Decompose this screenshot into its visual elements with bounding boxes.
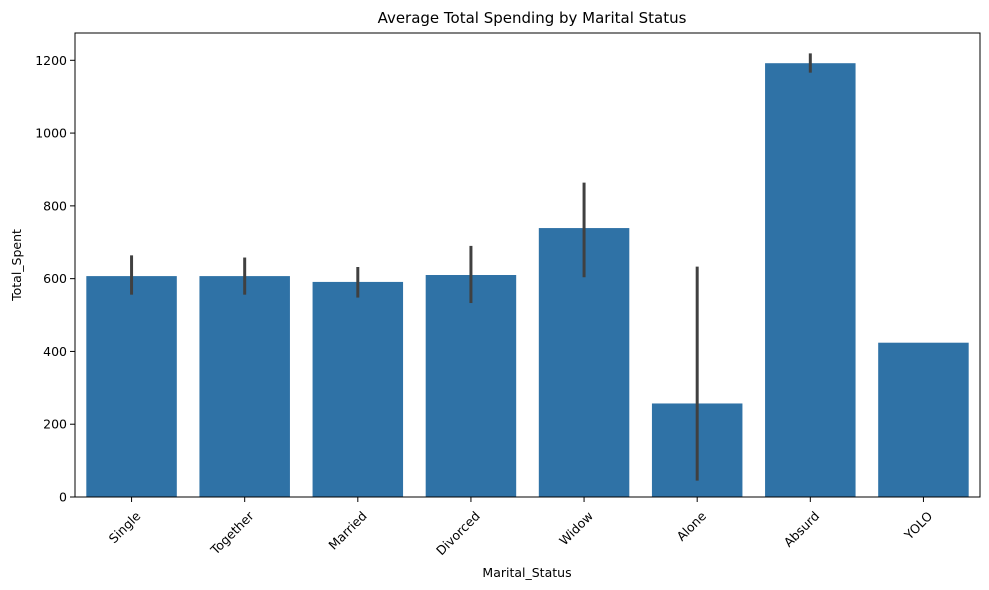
y-tick-label: 1000 [35, 126, 67, 141]
bar-married [312, 281, 404, 497]
bar-divorced [425, 275, 517, 497]
x-tick-label: Absurd [781, 508, 823, 550]
chart-title: Average Total Spending by Marital Status [378, 9, 687, 27]
x-tick-label: Married [325, 508, 369, 552]
y-axis-label: Total_Spent [9, 229, 24, 302]
y-tick-label: 600 [43, 271, 67, 286]
y-tick-label: 1200 [35, 53, 67, 68]
bar-together [199, 276, 290, 497]
bar-absurd [765, 63, 856, 497]
x-tick-label: Widow [556, 508, 596, 548]
x-tick-label: Single [106, 508, 144, 546]
y-tick-label: 800 [43, 198, 67, 213]
bars [86, 63, 969, 498]
error-bars [130, 53, 812, 481]
x-axis-label: Marital_Status [482, 565, 571, 580]
x-tick-label: Divorced [433, 508, 483, 558]
plot-frame [74, 32, 981, 498]
x-axis-ticks: Single Together Married Divorced Widow Alone A… [106, 497, 936, 558]
y-tick-label: 400 [43, 344, 67, 359]
x-tick-label: YOLO [901, 508, 936, 543]
y-axis-ticks: 0 200 400 600 800 1000 1200 [35, 53, 75, 505]
x-tick-label: Alone [674, 508, 710, 544]
y-tick-label: 0 [59, 490, 67, 505]
bar-single [86, 276, 177, 497]
x-tick-label: Together [207, 508, 257, 558]
axes [74, 32, 981, 498]
y-tick-label: 200 [43, 417, 67, 432]
bar-yolo [878, 342, 969, 497]
